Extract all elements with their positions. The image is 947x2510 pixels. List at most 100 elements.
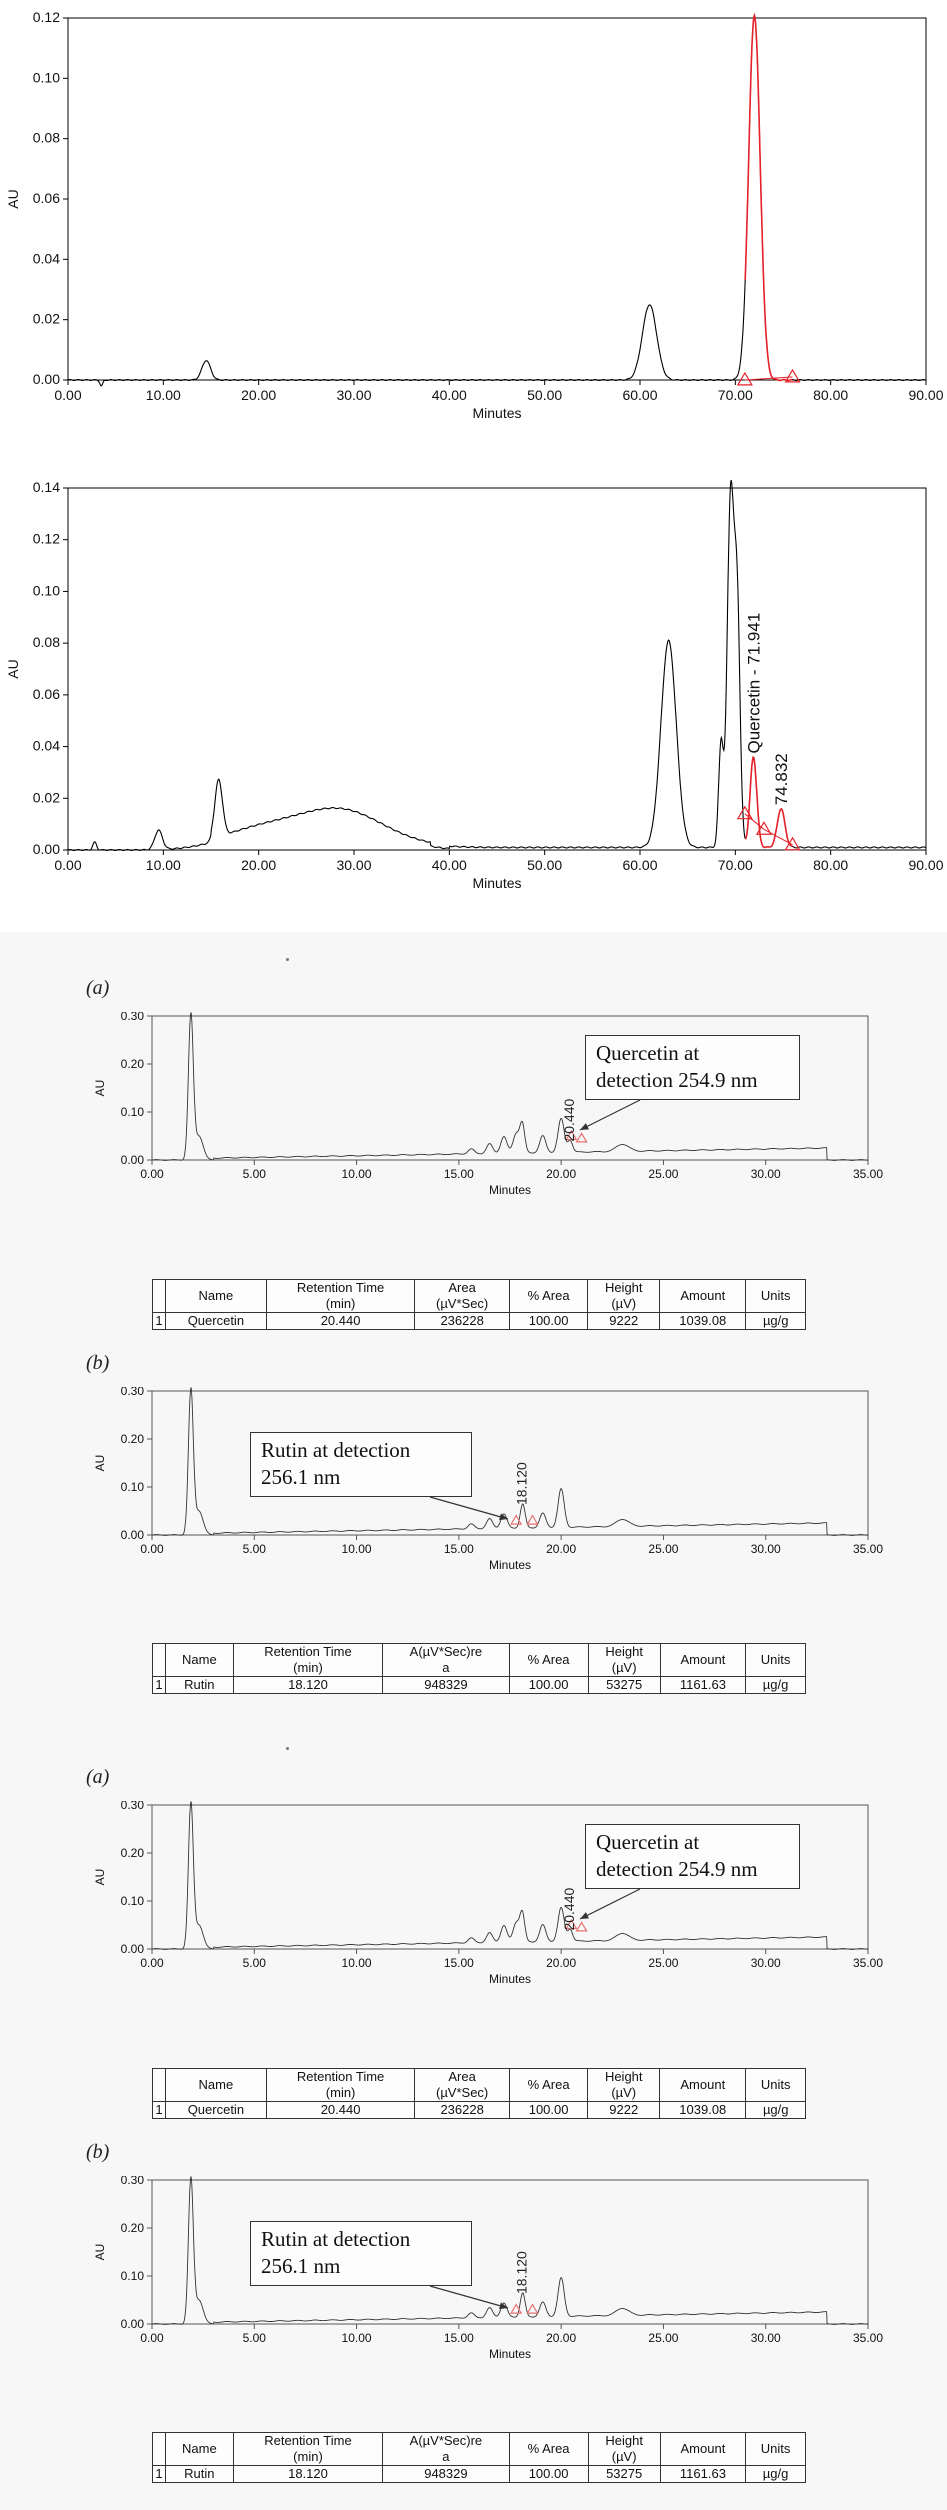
x-tick-label: 35.00: [853, 1167, 883, 1181]
x-tick-label: 25.00: [648, 1167, 678, 1181]
y-tick-label: 0.02: [33, 311, 60, 327]
peak-marker-triangle: [784, 368, 801, 383]
x-tick-label: 25.00: [648, 1542, 678, 1556]
callout-line-1: Quercetin at: [596, 1041, 700, 1065]
table-cell: [152, 1643, 166, 1677]
x-tick-label: 90.00: [908, 387, 943, 403]
x-tick-label: 60.00: [622, 387, 657, 403]
peak-marker-triangle: [510, 2303, 523, 2314]
y-axis-label: AU: [93, 1080, 107, 1097]
table-cell: % Area: [508, 2432, 589, 2466]
table-header-row: Name Retention Time (min) Area (µV*Sec) …: [152, 2068, 806, 2102]
table-cell: 100.00: [508, 1676, 589, 1694]
x-tick-label: 20.00: [546, 2331, 576, 2345]
y-tick-label: 0.10: [121, 1105, 145, 1119]
table-cell: Area (µV*Sec): [414, 2068, 510, 2102]
panel-letter-a: (a): [86, 977, 110, 999]
plot-frame: [151, 2179, 869, 2325]
x-tick-label: 60.00: [622, 857, 657, 873]
callout-line-1: Rutin at detection: [261, 2227, 411, 2251]
x-tick-label: 10.00: [146, 857, 181, 873]
chromatogram-chart-a: 0.00 0.10 0.20 0.30 0.00 5.00 10.00 15.00 20.00 2…: [93, 1801, 883, 1986]
y-tick-label: 0.30: [121, 1387, 145, 1398]
y-tick-label: 0.10: [121, 2269, 145, 2283]
table-cell: Quercetin: [165, 2101, 267, 2119]
table-cell: Height (µV): [587, 2432, 661, 2466]
y-tick-label: 0.10: [33, 69, 60, 85]
panel-letter-a: (a): [86, 1766, 110, 1788]
plot-frame: [151, 1390, 869, 1536]
table-cell: 9222: [587, 1312, 661, 1330]
table-cell: % Area: [508, 2068, 589, 2102]
x-tick-label: 10.00: [342, 1956, 372, 1970]
callout-quercetin: Quercetin at detection 254.9 nm: [585, 1824, 800, 1889]
chromatogram-trace: [151, 2176, 868, 2325]
y-tick-label: 0.20: [121, 1057, 145, 1071]
y-tick-label: 0.00: [33, 841, 60, 857]
table-cell: Units: [745, 1643, 806, 1677]
table-cell: Rutin: [165, 1676, 234, 1694]
table-cell: Height (µV): [587, 2068, 661, 2102]
x-tick-label: 5.00: [243, 1167, 267, 1181]
integration-baseline: [744, 376, 793, 381]
peak-marker-triangle: [755, 821, 772, 835]
table-cell: µg/g: [745, 1312, 806, 1330]
table-cell: 1: [152, 1676, 166, 1694]
y-tick-label: 0.14: [33, 480, 60, 495]
chromatogram-chart-a: 0.00 0.10 0.20 0.30 0.00 5.00 10.00 15.00 20.00 2…: [93, 1012, 883, 1197]
x-tick-label: 0.00: [140, 1167, 164, 1181]
table-cell: 1161.63: [659, 1676, 747, 1694]
x-tick-label: 30.00: [751, 1956, 781, 1970]
table-cell: Amount: [659, 1643, 747, 1677]
y-tick-label: 0.00: [121, 1153, 145, 1167]
x-tick-label: 25.00: [648, 1956, 678, 1970]
table-row: 1 Rutin 18.120 948329 100.00 53275 1161.…: [152, 1676, 806, 1694]
callout-arrow-line: [429, 1496, 509, 1520]
peak-marker-triangle: [575, 1921, 588, 1932]
x-axis-label: Minutes: [472, 405, 521, 421]
table-cell: 100.00: [508, 2465, 589, 2483]
table-cell: µg/g: [745, 2101, 806, 2119]
x-tick-label: 10.00: [146, 387, 181, 403]
table-cell: Height (µV): [587, 1643, 661, 1677]
y-tick-label: 0.08: [33, 634, 60, 650]
x-axis-label: Minutes: [489, 1972, 531, 1986]
x-tick-label: 90.00: [908, 857, 943, 873]
peak-marker-triangle: [526, 1514, 539, 1525]
peak-marker-triangle: [784, 836, 801, 851]
plot-frame: [151, 1804, 869, 1950]
x-tick-label: 30.00: [336, 387, 371, 403]
table-cell: [152, 1279, 166, 1313]
table-cell: A(µV*Sec)re a: [382, 1643, 510, 1677]
table-cell: % Area: [508, 1279, 589, 1313]
x-axis-label: Minutes: [489, 1558, 531, 1572]
table-cell: µg/g: [745, 2465, 806, 2483]
x-tick-label: 0.00: [140, 2331, 164, 2345]
table-cell: Area (µV*Sec): [414, 1279, 510, 1313]
results-table-a: Name Retention Time (min) Area (µV*Sec) …: [152, 2068, 806, 2119]
chromatogram-chart-b: 0.00 0.10 0.20 0.30 0.00 5.00 10.00 15.00 20.00 2…: [93, 1387, 883, 1572]
callout-arrowhead: [580, 1912, 589, 1919]
table-cell: 100.00: [508, 1312, 589, 1330]
panel-letter-b: (b): [86, 2141, 110, 2163]
callout-line-2: detection 254.9 nm: [596, 1857, 758, 1881]
y-tick-label: 0.10: [121, 1480, 145, 1494]
table-cell: Retention Time (min): [232, 2432, 384, 2466]
table-cell: Height (µV): [587, 1279, 661, 1313]
x-tick-label: 10.00: [342, 1542, 372, 1556]
x-tick-label: 25.00: [648, 2331, 678, 2345]
peak-annotation: 18.120: [514, 2251, 530, 2294]
table-cell: Name: [165, 1643, 234, 1677]
callout-rutin: Rutin at detection 256.1 nm: [250, 2221, 472, 2286]
scanned-figure-panel-1: (a) 0.00 0.10 0.20 0.30 0.00 5.00 10.00 15.00 20…: [0, 932, 947, 1721]
table-cell: 1039.08: [659, 1312, 747, 1330]
peak-annotation: 20.440: [561, 1888, 577, 1931]
y-tick-label: 0.30: [121, 2176, 145, 2187]
x-tick-label: 70.00: [718, 857, 753, 873]
peak-annotation: 18.120: [514, 1462, 530, 1505]
peak-marker-triangle: [575, 1132, 588, 1143]
x-tick-label: 15.00: [444, 1542, 474, 1556]
x-tick-label: 35.00: [853, 1956, 883, 1970]
y-tick-label: 0.04: [33, 738, 60, 754]
